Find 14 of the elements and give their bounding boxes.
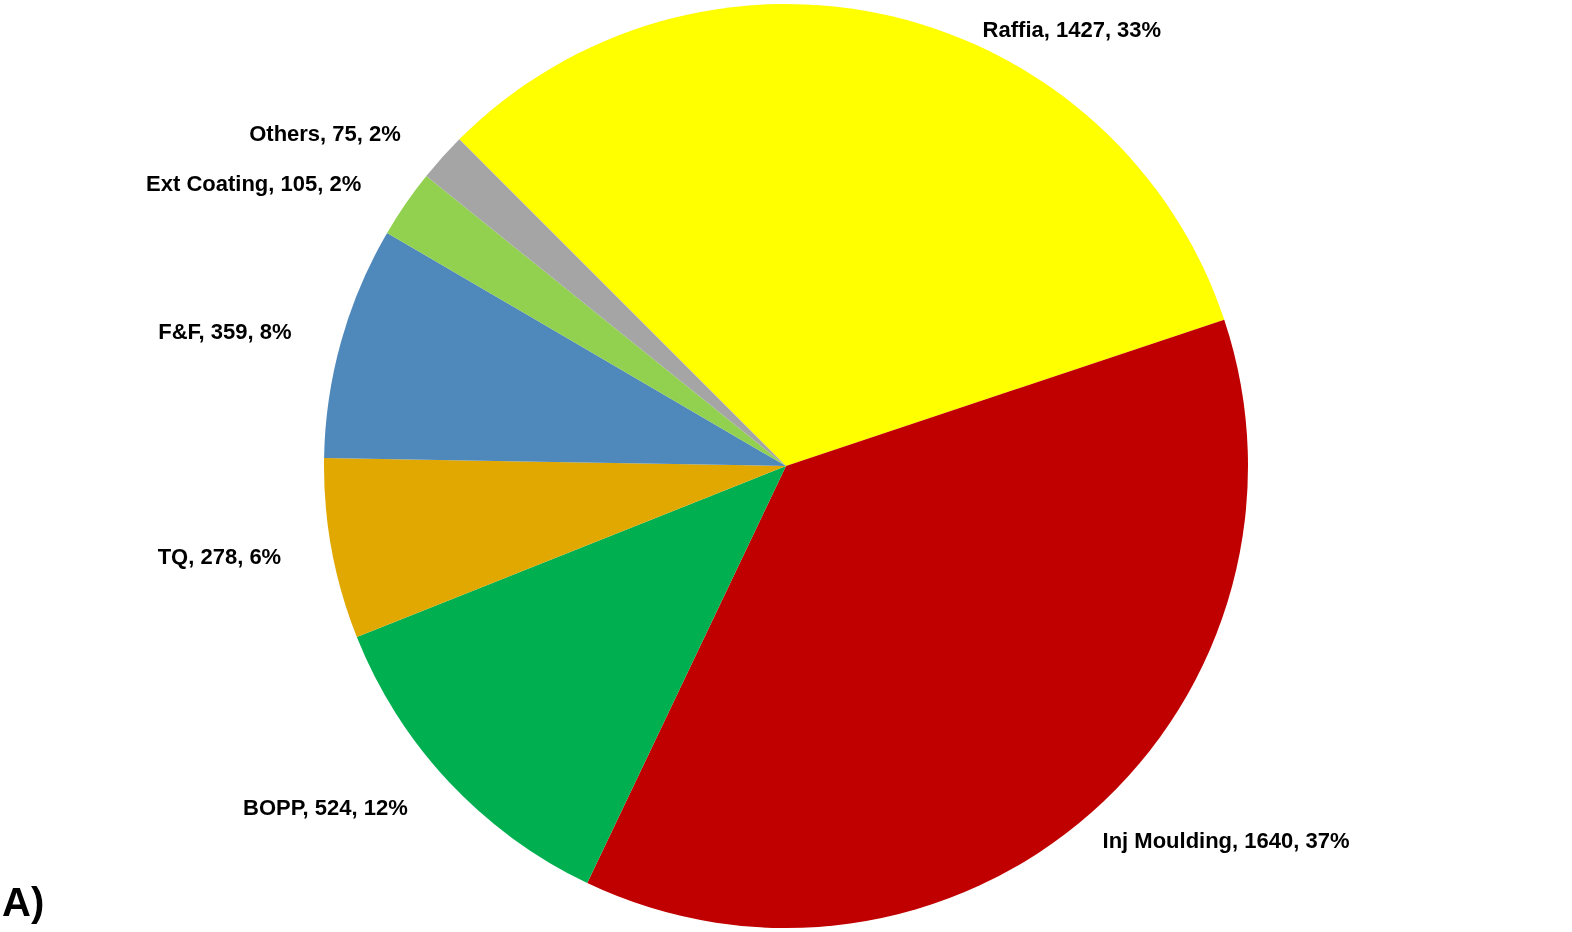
pie-slice	[426, 139, 786, 466]
slice-label: BOPP, 524, 12%	[243, 795, 408, 821]
pie-slice	[324, 458, 786, 637]
text: A)	[2, 880, 45, 924]
slice-label: Ext Coating, 105, 2%	[146, 170, 362, 196]
slice-label: Raffia, 1427, 33%	[982, 17, 1162, 42]
pie-slice	[387, 176, 786, 466]
pie-slice	[324, 232, 786, 466]
pie-slice	[459, 4, 1225, 466]
slice-label: F&F, 359, 8%	[158, 319, 292, 345]
slice-label: TQ, 278, 6%	[157, 543, 282, 569]
slice-label: Inj Moulding, 1640, 37%	[1102, 827, 1350, 853]
slice-label: Others, 75, 2%	[249, 120, 401, 146]
pie-slice	[356, 466, 786, 884]
